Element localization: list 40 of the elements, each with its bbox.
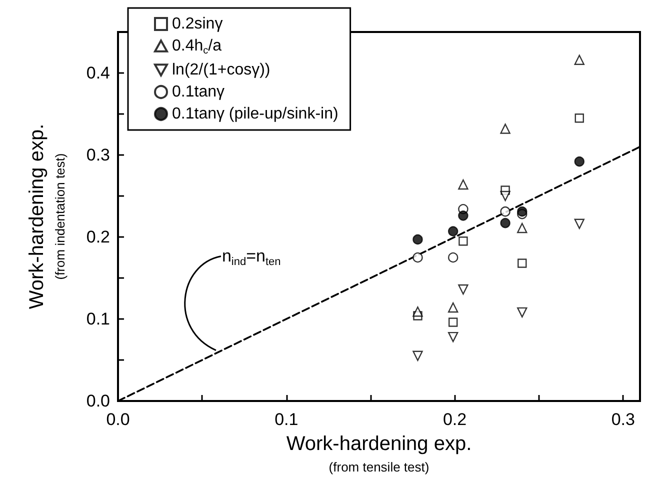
legend-label: 0.2sinγ (172, 16, 223, 32)
point (448, 318, 458, 327)
point (574, 156, 584, 167)
point (517, 307, 528, 318)
point (412, 252, 423, 263)
y-tick-label: 0.2 (86, 228, 110, 246)
point (574, 114, 584, 123)
x-tick-label: 0.2 (442, 410, 467, 429)
point (412, 234, 423, 245)
point (500, 206, 510, 217)
x-tick-label: 0.0 (106, 410, 130, 429)
legend-label: 0.1tanγ (pile-up/sink-in) (172, 106, 338, 122)
point (448, 332, 458, 342)
x-tick-label: 0.3 (611, 410, 635, 429)
point (458, 236, 468, 246)
point (412, 350, 423, 361)
point (518, 258, 527, 268)
y-tick-label: 0.0 (86, 392, 110, 410)
y-tick-label: 0.4 (86, 64, 110, 82)
point (458, 210, 468, 221)
legend-label: ln(2/(1+cosγ)) (172, 62, 270, 78)
point (517, 222, 528, 234)
point (448, 302, 458, 313)
y-axis-title: Work-hardening exp. (from indentation test) (26, 124, 68, 310)
point (517, 206, 528, 217)
point (448, 226, 458, 236)
legend-label: 0.1tanγ (172, 84, 224, 100)
point (458, 284, 468, 295)
point (574, 54, 584, 65)
y-tick-label: 0.1 (86, 310, 110, 328)
point (500, 190, 510, 202)
y-tick-label: 0.3 (86, 146, 110, 164)
point (500, 218, 510, 228)
point (574, 218, 584, 229)
point (448, 252, 458, 263)
point (458, 179, 468, 190)
point (500, 124, 510, 134)
x-axis-title: Work-hardening exp. (from tensile test) (286, 433, 472, 474)
x-tick-label: 0.1 (274, 410, 298, 429)
point (412, 306, 423, 317)
